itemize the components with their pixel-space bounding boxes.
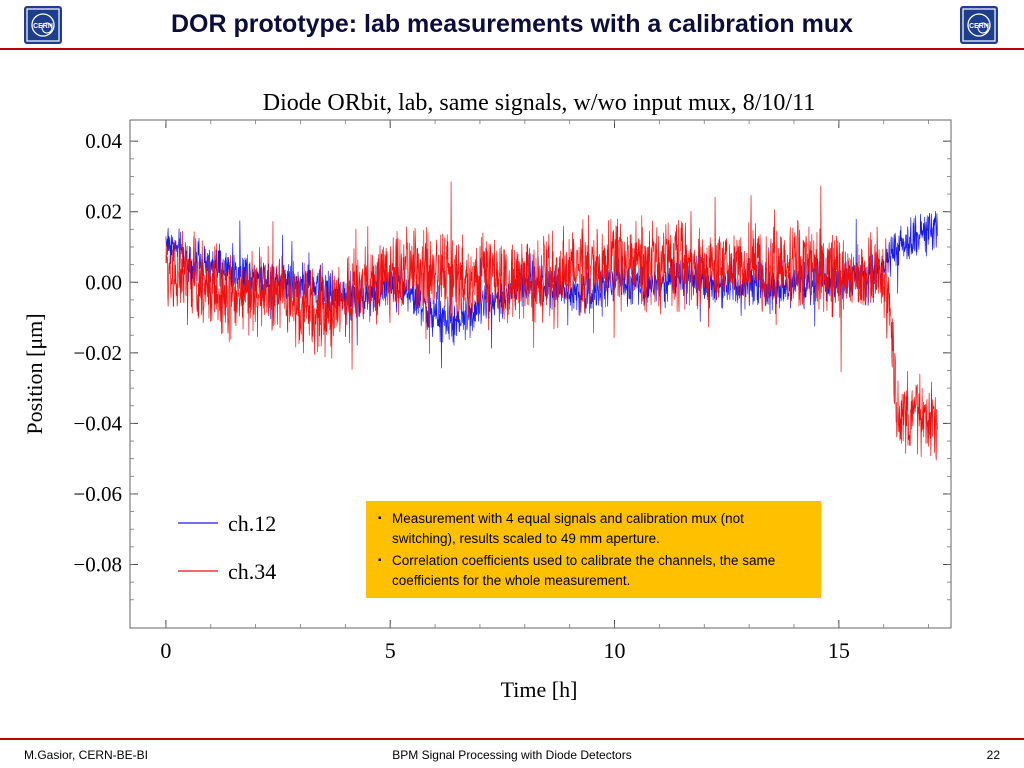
cern-logo-icon: CERN — [960, 6, 998, 44]
plot-frame — [129, 119, 952, 629]
x-tick-label: 10 — [604, 638, 626, 663]
series-line-ch.34 — [165, 181, 938, 461]
page-number: 22 — [986, 748, 1000, 762]
position-chart: 0.04 0.02 0.00 −0.02 −0.04 −0.06 −0.08 0 5 10 15 D… — [22, 90, 952, 702]
annotation-item: ▪ Correlation coefficients used to calibr… — [378, 553, 776, 588]
cern-logo-icon: CERN — [24, 6, 62, 44]
x-tick-label: 5 — [385, 638, 396, 663]
cern-logo-left: CERN — [24, 6, 62, 44]
y-tick-label: −0.08 — [73, 553, 122, 577]
y-tick-label: −0.06 — [73, 482, 122, 506]
annotation-item: ▪ Measurement with 4 equal signals and ca… — [378, 511, 744, 546]
x-axis-label: Time [h] — [501, 677, 578, 702]
legend: ch.12 ch.34 — [178, 511, 276, 584]
y-tick-label: 0.00 — [85, 270, 122, 294]
y-tick-label: −0.02 — [73, 341, 122, 365]
annotation-box: ▪ Measurement with 4 equal signals and ca… — [366, 501, 821, 598]
bottom-divider — [0, 738, 1024, 740]
x-tick-label: 0 — [160, 638, 171, 663]
y-tick-label: −0.04 — [73, 411, 122, 435]
annotation-text: Correlation coefficients used to calibra… — [392, 553, 776, 588]
svg-text:CERN: CERN — [969, 23, 989, 30]
annotation-text: Measurement with 4 equal signals and cal… — [392, 511, 744, 546]
footer-author: M.Gasior, CERN-BE-BI — [24, 748, 149, 762]
y-tick-label: 0.04 — [85, 129, 122, 153]
top-divider — [0, 48, 1024, 50]
cern-logo-right: CERN — [960, 6, 998, 44]
y-tick-label: 0.02 — [85, 200, 122, 224]
legend-label: ch.12 — [228, 511, 276, 536]
svg-text:CERN: CERN — [33, 23, 53, 30]
legend-label: ch.34 — [228, 559, 276, 584]
chart-title: Diode ORbit, lab, same signals, w/wo inp… — [263, 90, 815, 116]
footer-title: BPM Signal Processing with Diode Detecto… — [392, 748, 632, 762]
slide-title: DOR prototype: lab measurements with a c… — [170, 10, 854, 38]
x-tick-label: 15 — [828, 638, 850, 663]
y-axis-label: Position [μm] — [22, 313, 47, 434]
